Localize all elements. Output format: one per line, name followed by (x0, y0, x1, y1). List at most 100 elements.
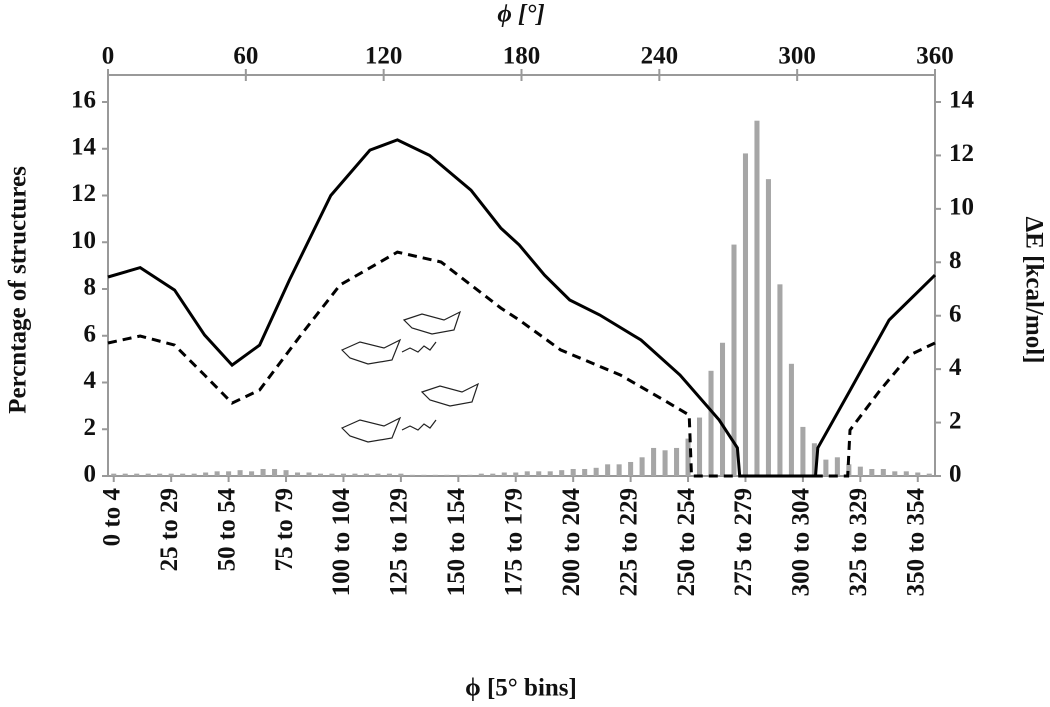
x-tick-label: 75 to 79 (271, 488, 298, 571)
x2-tick-label: 180 (503, 43, 541, 70)
x2-tick-label: 120 (365, 43, 403, 70)
y-tick-label: 4 (84, 367, 97, 394)
bar (157, 473, 163, 476)
bar (272, 468, 278, 476)
y2-tick-label: 4 (949, 354, 962, 381)
bar (168, 473, 174, 476)
bar (283, 470, 289, 476)
bar (513, 472, 519, 476)
bar (421, 474, 427, 476)
bar (639, 457, 645, 476)
bar (616, 464, 622, 476)
bar (226, 471, 232, 476)
bar (685, 438, 691, 476)
x-tick-label: 150 to 154 (443, 488, 470, 597)
bar (719, 342, 726, 476)
bar (674, 447, 680, 476)
bar (191, 473, 197, 476)
x2-tick-label: 0 (102, 43, 115, 70)
bar (467, 474, 473, 476)
bar (742, 153, 749, 477)
y2-tick-label: 8 (949, 247, 962, 274)
bar (926, 473, 932, 476)
bar (903, 471, 909, 476)
bar (455, 474, 461, 476)
y2-tick-label: 12 (949, 140, 974, 167)
bar (134, 473, 140, 476)
line (107, 138, 937, 478)
bar (432, 474, 438, 476)
bar (811, 443, 817, 476)
y-tick-label: 2 (84, 414, 97, 441)
x2-tick-label: 240 (641, 43, 679, 70)
x2-tick-label: 60 (233, 43, 258, 70)
y-tick-label: 8 (84, 274, 97, 301)
bar (559, 470, 565, 476)
bar (386, 473, 392, 476)
bar (788, 363, 794, 476)
bar (731, 244, 737, 476)
bar (145, 473, 151, 476)
x-tick-label: 100 to 104 (328, 488, 355, 597)
x-tick-label: 325 to 329 (845, 488, 872, 596)
y-tick-label: 16 (71, 87, 96, 114)
bar (490, 473, 496, 476)
bar (340, 473, 346, 476)
x-tick-label: 225 to 229 (615, 488, 642, 596)
bar (869, 468, 875, 476)
x-tick-label: 0 to 4 (98, 488, 125, 547)
y-axis-title: Percntage of structures (5, 166, 32, 414)
bar (765, 179, 771, 476)
bar (777, 284, 783, 476)
y2-tick-label: 2 (949, 407, 962, 434)
bar (329, 473, 335, 476)
bar (892, 471, 898, 476)
bar (547, 471, 553, 476)
bar (249, 471, 255, 476)
top-axis-title: ϕ [°] (497, 1, 544, 28)
bar (754, 120, 760, 476)
x-tick-label: 175 to 179 (500, 488, 527, 596)
bar (352, 473, 358, 476)
x-tick-label: 275 to 279 (730, 488, 757, 596)
x-tick-label: 350 to 354 (903, 488, 930, 597)
bar (857, 466, 863, 476)
bar (409, 474, 415, 476)
bar (651, 447, 657, 476)
x-tick-label: 200 to 204 (558, 488, 585, 597)
line (107, 250, 936, 478)
bar (570, 468, 576, 476)
bar (111, 473, 117, 476)
bar (237, 470, 243, 476)
bar (501, 472, 507, 476)
y-tick-label: 12 (71, 180, 96, 207)
bar (582, 468, 588, 476)
y-tick-label: 10 (71, 227, 96, 254)
y2-tick-label: 10 (949, 194, 974, 221)
bar (398, 473, 404, 476)
bar (444, 474, 450, 476)
bar (180, 473, 186, 476)
bar (524, 471, 530, 476)
x2-tick-label: 300 (778, 43, 816, 70)
bar (628, 461, 634, 476)
y-tick-label: 0 (84, 461, 97, 488)
bar (375, 473, 381, 476)
bar (662, 450, 668, 476)
bar (697, 417, 703, 476)
bar (800, 426, 806, 476)
bar (846, 464, 852, 476)
bar (536, 471, 542, 476)
y2-tick-label: 14 (949, 87, 975, 114)
inset-structures (340, 310, 480, 443)
x-tick-label: 300 to 304 (788, 488, 815, 597)
y2-tick-label: 6 (949, 300, 962, 327)
bar (203, 472, 209, 476)
x-tick-label: 250 to 254 (673, 488, 700, 597)
bar (593, 467, 599, 476)
x-tick-label: 25 to 29 (156, 488, 183, 571)
y-tick-label: 6 (84, 320, 97, 347)
bar (708, 370, 714, 476)
bar (834, 457, 840, 476)
